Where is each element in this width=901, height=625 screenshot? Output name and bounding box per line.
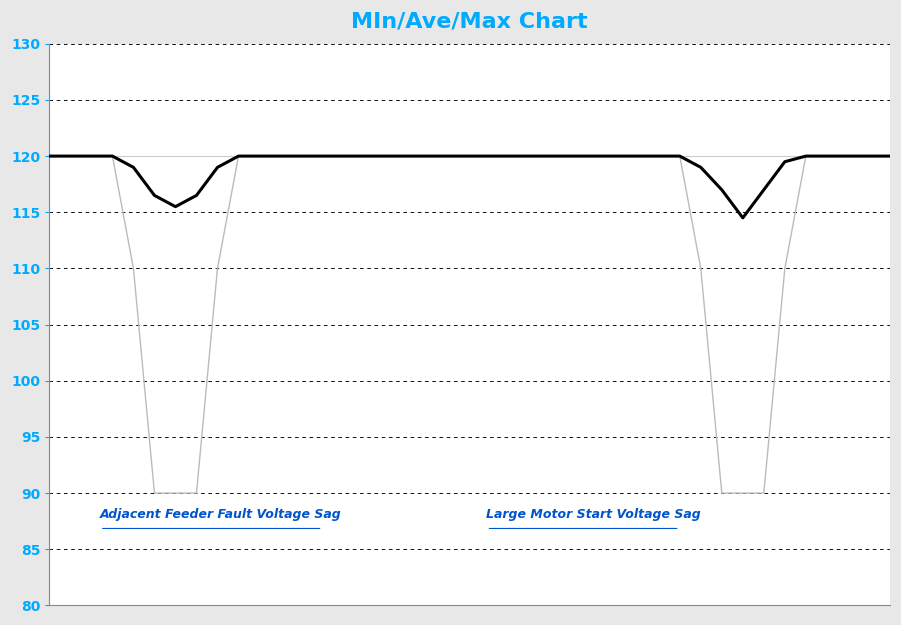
Text: Large Motor Start Voltage Sag: Large Motor Start Voltage Sag: [487, 508, 701, 521]
Text: Adjacent Feeder Fault Voltage Sag: Adjacent Feeder Fault Voltage Sag: [100, 508, 341, 521]
Title: MIn/Ave/Max Chart: MIn/Ave/Max Chart: [351, 11, 588, 31]
